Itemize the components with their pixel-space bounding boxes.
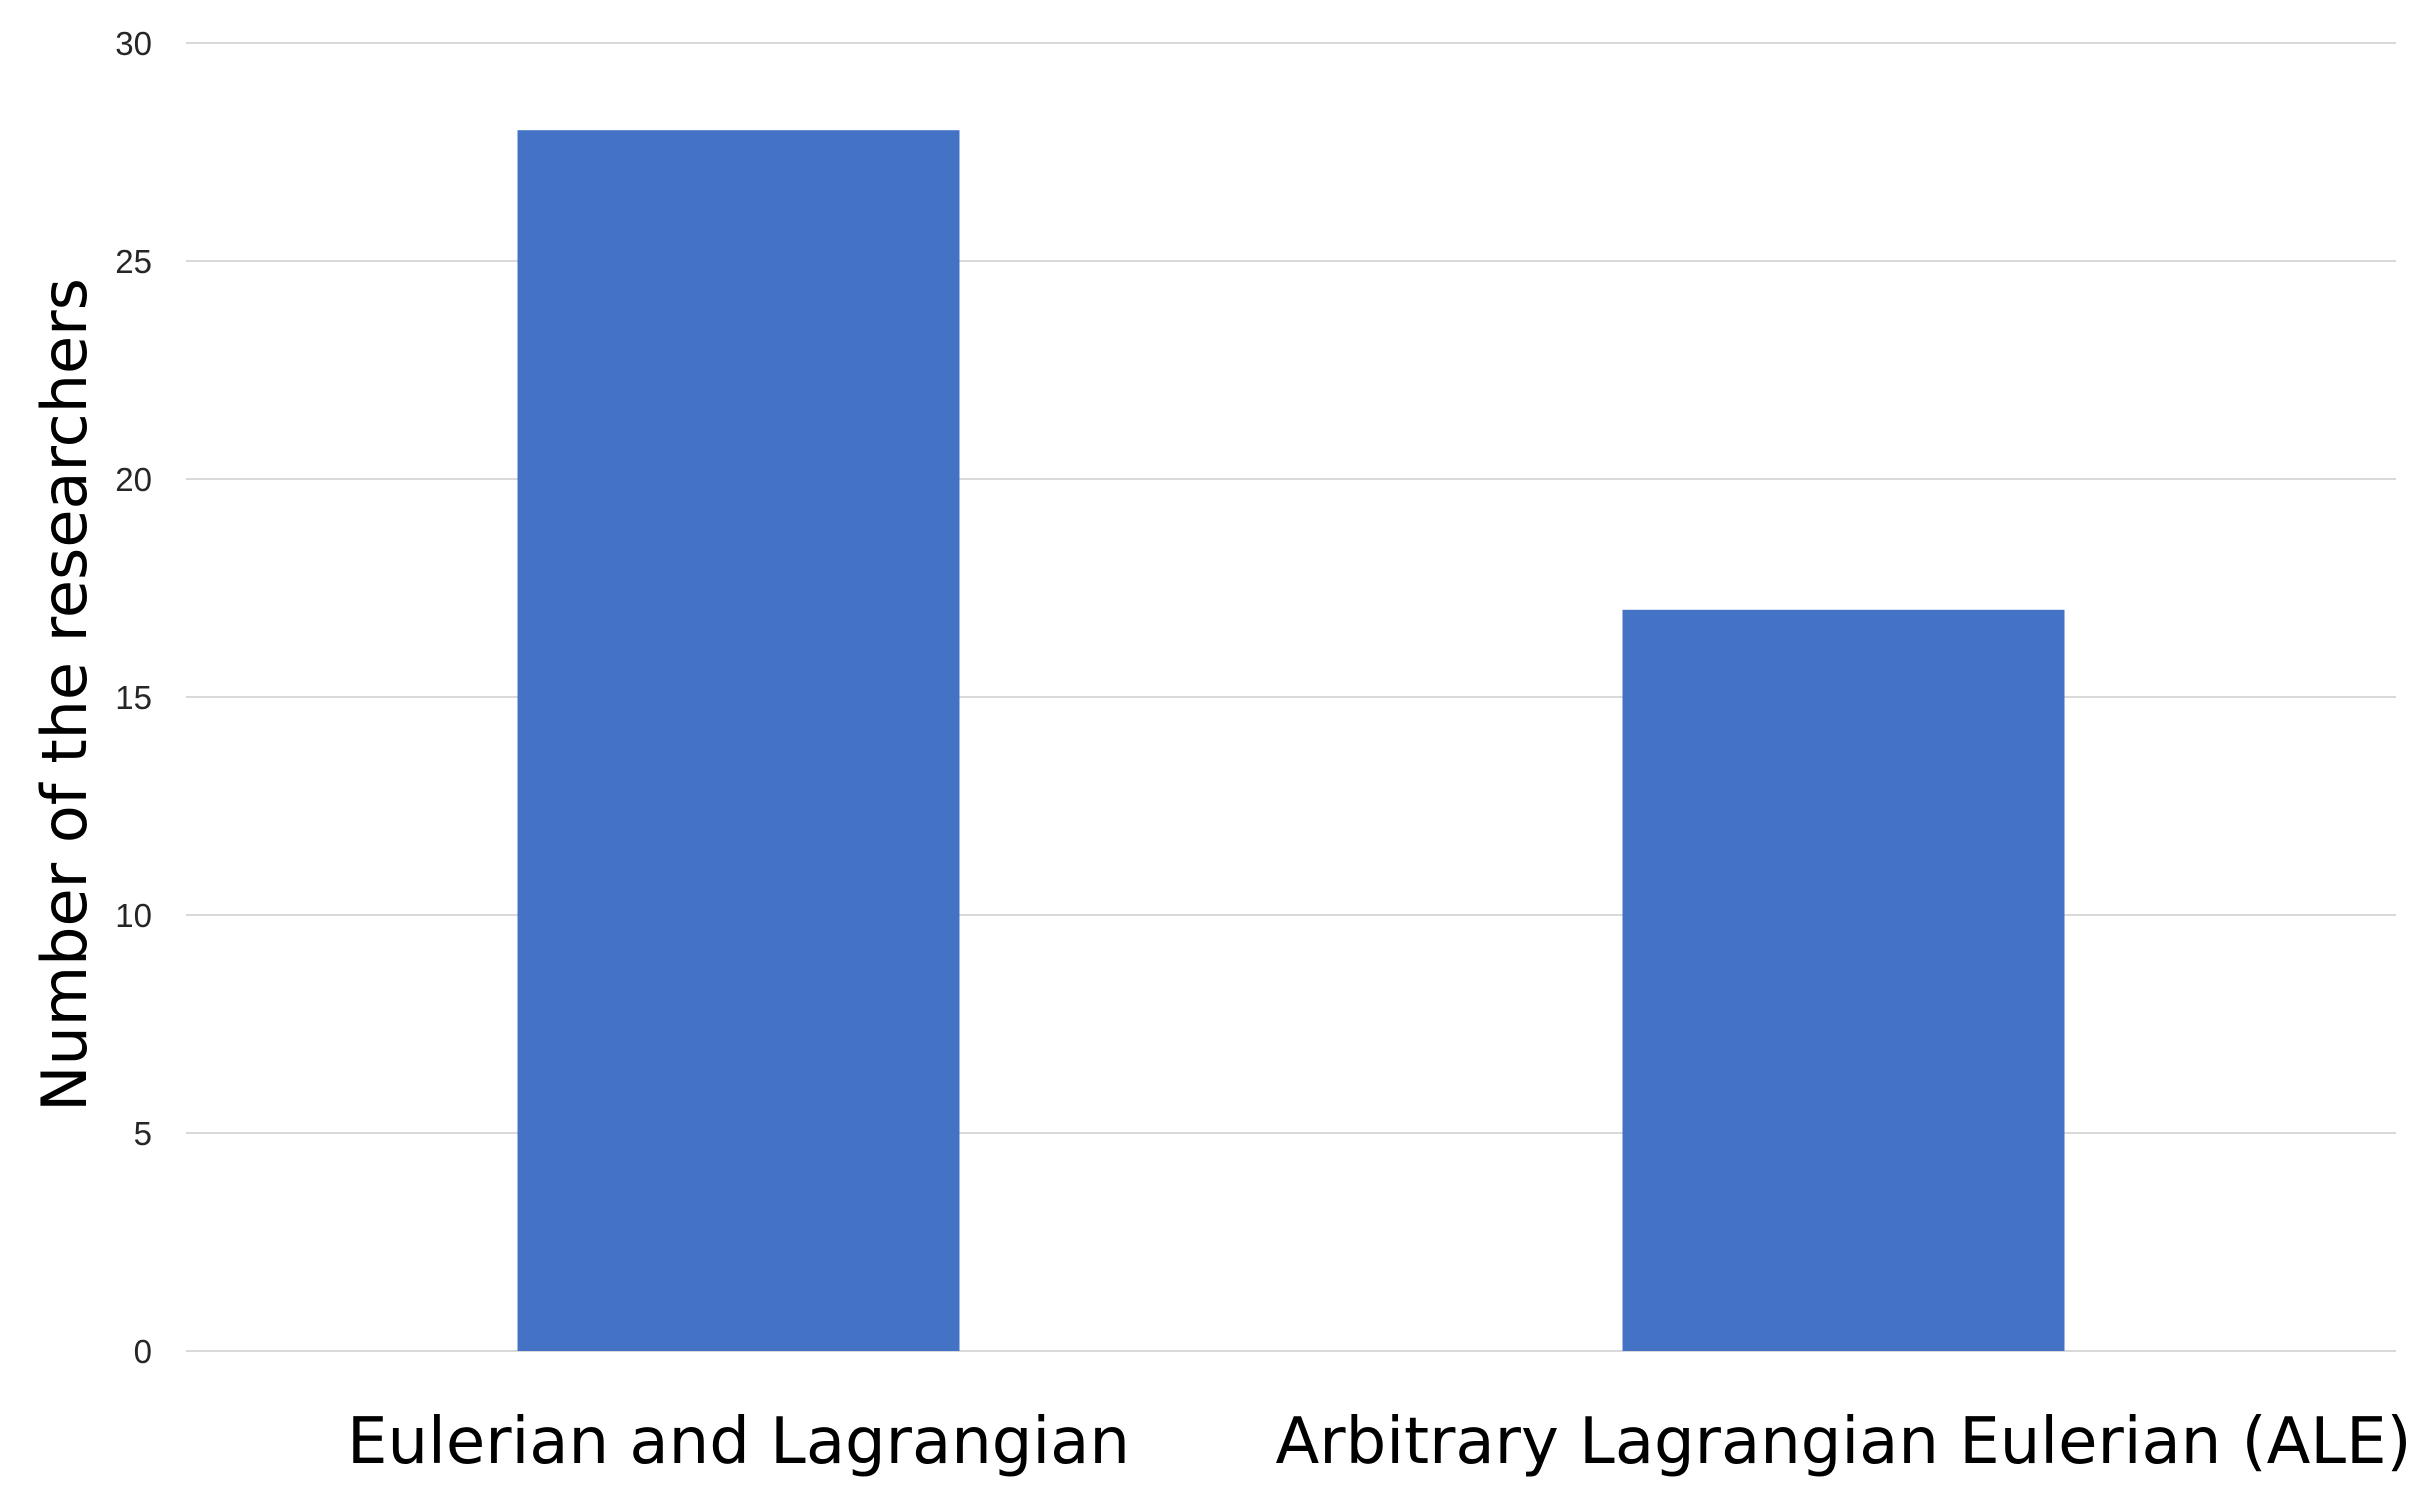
y-axis-tick-labels: 0 5 10 15 20 25 30 [115, 25, 152, 1370]
y-tick-label: 5 [134, 1115, 152, 1152]
y-tick-label: 15 [115, 679, 152, 716]
bar [517, 130, 960, 1352]
y-tick-label: 20 [115, 461, 152, 498]
x-category-label: Eulerian and Lagrangian [347, 1405, 1130, 1479]
bars [517, 130, 2065, 1352]
x-axis-category-labels: Eulerian and Lagrangian Arbitrary Lagrang… [347, 1405, 2411, 1479]
y-tick-label: 0 [134, 1333, 152, 1370]
bar [1622, 609, 2065, 1351]
y-axis-title: Number of the researchers [28, 278, 101, 1112]
y-tick-label: 25 [115, 243, 152, 280]
y-tick-label: 10 [115, 897, 152, 934]
x-category-label: Arbitrary Lagrangian Eulerian (ALE) [1276, 1405, 2412, 1479]
y-tick-label: 30 [115, 25, 152, 62]
